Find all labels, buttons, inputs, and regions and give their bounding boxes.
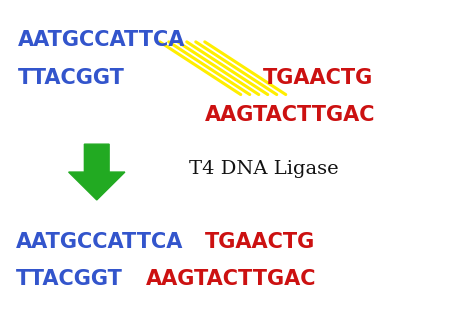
Text: AATGCCATTCA: AATGCCATTCA (18, 30, 185, 50)
Text: AAGTACTTGAC: AAGTACTTGAC (205, 105, 375, 125)
Text: TTACGGT: TTACGGT (16, 269, 122, 289)
Text: AAGTACTTGAC: AAGTACTTGAC (146, 269, 317, 289)
Polygon shape (68, 144, 125, 200)
Text: T4 DNA Ligase: T4 DNA Ligase (189, 160, 338, 178)
Text: TTACGGT: TTACGGT (18, 68, 125, 87)
Text: TGAACTG: TGAACTG (263, 68, 374, 87)
Text: AATGCCATTCA: AATGCCATTCA (16, 232, 183, 252)
Text: TGAACTG: TGAACTG (205, 232, 315, 252)
